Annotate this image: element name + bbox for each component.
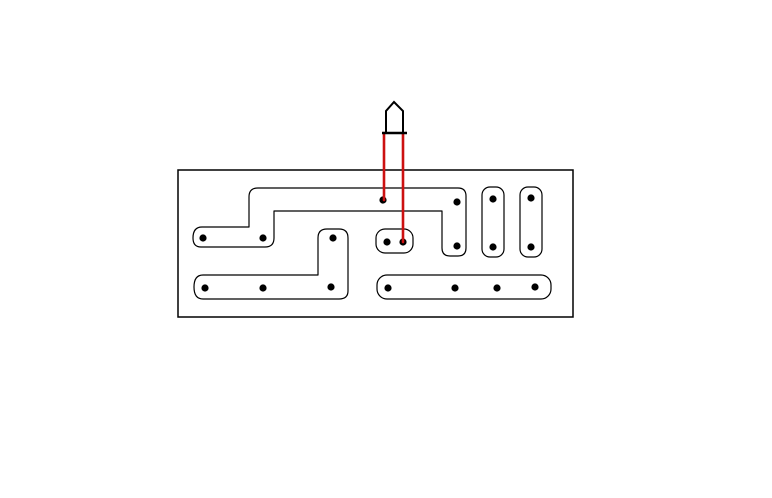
pad bbox=[453, 198, 461, 206]
pad bbox=[489, 195, 497, 203]
pad bbox=[451, 284, 459, 292]
pad bbox=[201, 284, 209, 292]
trace-vertical-b bbox=[519, 186, 543, 258]
trace-vertical-a bbox=[481, 186, 505, 258]
pad bbox=[199, 234, 207, 242]
jack-plug-icon bbox=[382, 100, 407, 135]
trace-bottom-left bbox=[193, 228, 349, 300]
pad bbox=[327, 283, 335, 291]
pad bbox=[489, 243, 497, 251]
pad bbox=[493, 284, 501, 292]
pad bbox=[259, 284, 267, 292]
trace-bottom-right bbox=[376, 274, 552, 300]
pad bbox=[453, 242, 461, 250]
trace-top-long bbox=[192, 187, 467, 257]
pad bbox=[259, 234, 267, 242]
trace-short-center bbox=[375, 228, 414, 254]
pad bbox=[531, 283, 539, 291]
pad bbox=[329, 234, 337, 242]
pad bbox=[527, 243, 535, 251]
pad bbox=[384, 284, 392, 292]
pad bbox=[383, 238, 391, 246]
pad bbox=[527, 194, 535, 202]
